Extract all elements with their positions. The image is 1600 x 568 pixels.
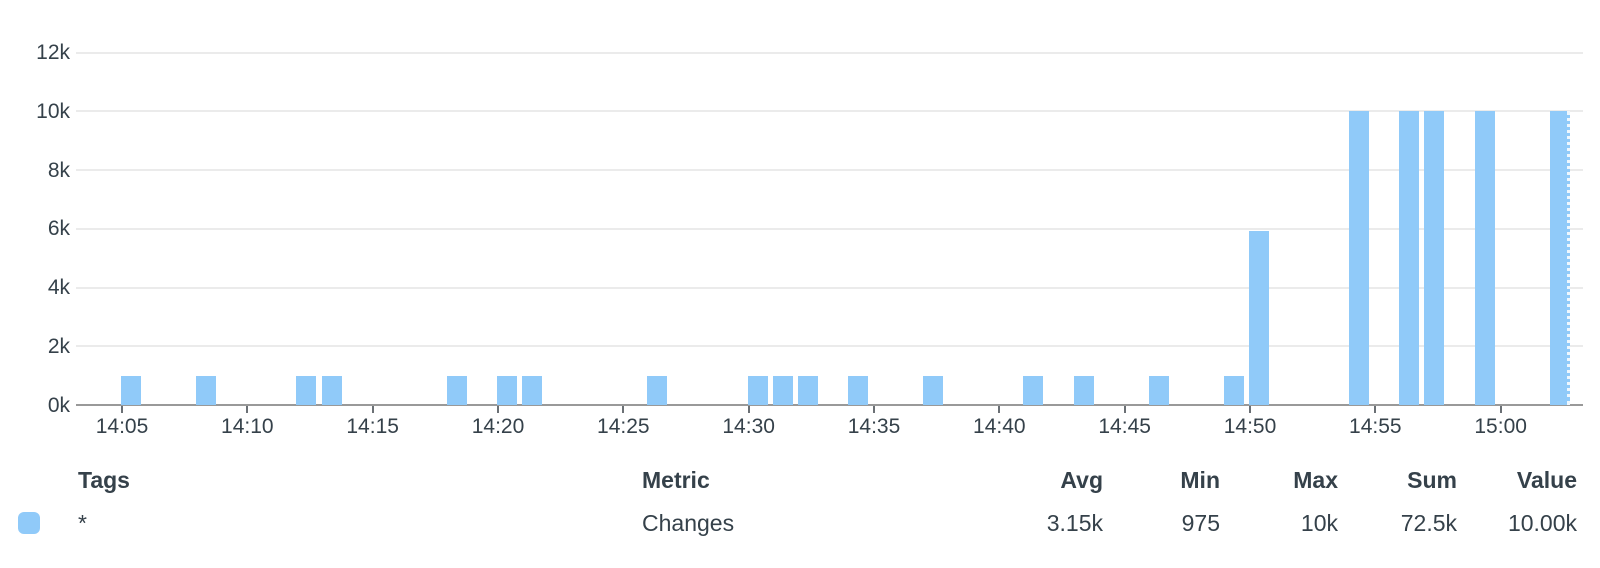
legend-header-sum: Sum: [1407, 466, 1457, 493]
x-axis-label-14:15: 14:15: [346, 415, 399, 438]
grid-line-2k: [76, 345, 1583, 348]
legend-row-sum: 72.5k: [1400, 509, 1457, 536]
bar-14:30[interactable]: [747, 376, 768, 405]
grid-line-8k: [76, 169, 1583, 171]
bar-14:08[interactable]: [196, 376, 217, 405]
legend-header-metric: Metric: [642, 466, 710, 493]
x-axis-label-14:30: 14:30: [722, 415, 775, 438]
bar-14:49[interactable]: [1223, 376, 1244, 405]
x-axis-label-14:20: 14:20: [471, 415, 525, 438]
x-axis-label-14:10: 14:10: [221, 415, 274, 438]
bar-14:43[interactable]: [1073, 376, 1094, 405]
x-axis-tick-15:00: [1499, 405, 1502, 413]
bar-14:46[interactable]: [1148, 376, 1169, 405]
x-axis-label-14:35: 14:35: [847, 415, 901, 438]
legend-header-max: Max: [1293, 466, 1338, 493]
bar-14:50[interactable]: [1249, 230, 1269, 405]
grid-line-4k: [76, 286, 1583, 289]
legend-row-avg: 3.15k: [1046, 509, 1103, 536]
y-axis-label-12k: 12k: [36, 41, 70, 64]
bar-14:18[interactable]: [446, 376, 467, 405]
legend-header-avg: Avg: [1060, 466, 1103, 493]
x-axis-tick-14:35: [873, 405, 875, 413]
x-axis-tick-14:20: [497, 405, 499, 413]
x-axis-tick-14:05: [121, 405, 123, 413]
x-axis-tick-14:50: [1249, 405, 1251, 413]
x-axis-tick-14:25: [622, 405, 625, 413]
grid-line-0k: [76, 404, 1583, 406]
x-axis-label-15:00: 15:00: [1474, 415, 1527, 438]
x-axis-label-14:05: 14:05: [95, 415, 149, 438]
x-axis-label-14:45: 14:45: [1098, 415, 1151, 438]
legend-row-max: 10k: [1300, 509, 1338, 536]
bar-14:32[interactable]: [797, 376, 818, 405]
legend-header-value: Value: [1516, 466, 1577, 493]
y-axis-label-4k: 4k: [47, 276, 70, 299]
bar-14:34[interactable]: [847, 376, 868, 405]
bar-14:57[interactable]: [1424, 111, 1445, 405]
grid-line-6k: [76, 227, 1583, 230]
bar-14:37[interactable]: [923, 376, 944, 405]
bar-14:59[interactable]: [1474, 111, 1495, 405]
y-axis-label-6k: 6k: [47, 217, 70, 241]
x-axis-tick-14:30: [747, 405, 750, 413]
legend-row-tags[interactable]: *: [78, 509, 87, 536]
bar-14:26[interactable]: [647, 376, 668, 405]
bar-14:41[interactable]: [1023, 376, 1044, 405]
x-axis-label-14:40: 14:40: [973, 415, 1026, 438]
x-axis-tick-14:45: [1123, 405, 1126, 413]
legend-row-metric[interactable]: Changes: [642, 509, 735, 536]
y-axis-label-0k: 0k: [47, 393, 70, 417]
bar-14:12[interactable]: [296, 376, 317, 405]
legend-table: Tags Metric Avg Min Max Sum Value * Chan…: [0, 445, 1600, 545]
bar-14:56[interactable]: [1399, 111, 1420, 405]
bar-14:20[interactable]: [497, 376, 517, 405]
y-axis-label-8k: 8k: [47, 158, 70, 182]
bar-14:31[interactable]: [772, 376, 793, 405]
x-axis-label-14:55: 14:55: [1349, 415, 1402, 438]
legend-header-spacer: [0, 459, 78, 501]
series-color-swatch[interactable]: [18, 512, 40, 534]
x-axis-tick-14:40: [998, 405, 1001, 413]
x-axis-label-14:50: 14:50: [1223, 415, 1277, 438]
grid-line-12k: [76, 51, 1583, 54]
legend-row-min: 975: [1181, 509, 1220, 536]
x-axis-tick-14:10: [246, 405, 249, 413]
changes-bar-chart[interactable]: 0k 2k 4k 6k 8k 10k 12k 14:05 14:10 14:15 14:20 14:2…: [0, 0, 1600, 445]
x-axis-tick-14:55: [1374, 405, 1377, 413]
x-axis-label-14:25: 14:25: [597, 415, 650, 438]
bar-14:05[interactable]: [121, 376, 141, 405]
bar-14:54[interactable]: [1349, 111, 1370, 405]
legend-header-min: Min: [1180, 466, 1220, 493]
grid-line-10k: [76, 110, 1583, 113]
bar-14:21[interactable]: [522, 376, 543, 405]
legend-row-swatch-cell[interactable]: [0, 501, 78, 545]
legend-row-value: 10.00k: [1507, 509, 1577, 536]
bar-15:02[interactable]: [1549, 111, 1570, 405]
y-axis-label-2k: 2k: [47, 334, 70, 358]
bar-14:13[interactable]: [321, 376, 342, 405]
x-axis-tick-14:15: [371, 405, 374, 413]
legend-header-tags: Tags: [78, 466, 130, 493]
y-axis-label-10k: 10k: [36, 99, 70, 123]
